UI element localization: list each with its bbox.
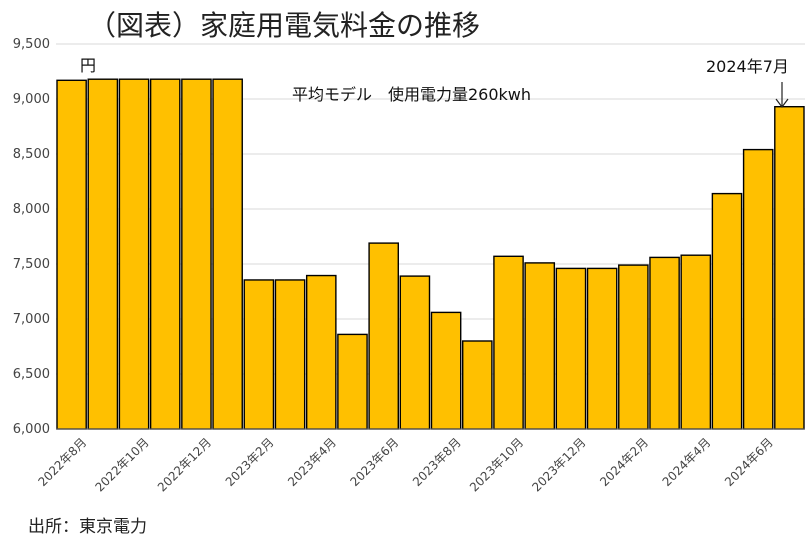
y-tick-label: 7,000 bbox=[13, 312, 50, 327]
bar bbox=[399, 275, 431, 430]
y-tick-label: 6,000 bbox=[13, 422, 50, 437]
bar bbox=[649, 256, 680, 430]
bar bbox=[87, 78, 119, 430]
y-tick-label: 9,000 bbox=[13, 92, 50, 107]
bar bbox=[555, 267, 587, 430]
bar bbox=[305, 274, 337, 430]
bar bbox=[368, 242, 399, 430]
y-axis-ticks: 6,000 6,500 7,000 7,500 8,000 8,500 9,000 9,500 bbox=[13, 37, 50, 437]
source-note: 出所：東京電力 bbox=[28, 517, 147, 537]
x-axis-ticks: 2022年8月 2022年10月 2022年12月 2023年2月 2023年4月 202… bbox=[35, 435, 775, 494]
bar bbox=[774, 105, 805, 430]
x-tick-label: 2023年12月 bbox=[529, 435, 588, 494]
bar bbox=[524, 262, 556, 430]
x-tick-label: 2023年6月 bbox=[348, 435, 402, 489]
bar bbox=[118, 78, 150, 430]
bar bbox=[430, 311, 462, 430]
unit-label: 円 bbox=[80, 56, 96, 75]
y-tick-label: 8,000 bbox=[13, 202, 50, 217]
x-tick-label: 2023年4月 bbox=[285, 435, 339, 489]
bar bbox=[680, 254, 712, 430]
x-tick-label: 2022年12月 bbox=[155, 435, 214, 494]
x-tick-label: 2024年6月 bbox=[722, 435, 776, 489]
gridlines bbox=[56, 43, 805, 375]
bar bbox=[586, 267, 618, 430]
x-tick-label: 2022年8月 bbox=[35, 435, 89, 489]
x-tick-label: 2023年8月 bbox=[410, 435, 464, 489]
x-tick-label: 2024年4月 bbox=[660, 435, 714, 489]
latest-month-annotation: 2024年7月 bbox=[706, 57, 789, 76]
bar bbox=[337, 333, 368, 430]
chart-title: （図表）家庭用電気料金の推移 bbox=[88, 9, 481, 42]
x-tick-label: 2022年10月 bbox=[92, 435, 151, 494]
bars bbox=[56, 78, 805, 430]
bar bbox=[243, 279, 275, 430]
chart-subtitle: 平均モデル 使用電力量260kwh bbox=[292, 85, 531, 104]
annotation-arrow bbox=[775, 82, 789, 108]
bar bbox=[742, 148, 774, 430]
y-tick-label: 8,500 bbox=[13, 147, 50, 162]
y-tick-label: 6,500 bbox=[13, 367, 50, 382]
x-tick-label: 2024年2月 bbox=[597, 435, 651, 489]
bar bbox=[711, 192, 743, 430]
bar bbox=[462, 340, 493, 430]
bar bbox=[493, 255, 524, 430]
bar bbox=[618, 264, 649, 430]
bar bbox=[181, 78, 212, 430]
x-tick-label: 2023年10月 bbox=[467, 435, 526, 494]
bar bbox=[212, 78, 243, 430]
bar bbox=[274, 279, 306, 430]
x-tick-label: 2023年2月 bbox=[223, 435, 277, 489]
bar bbox=[149, 78, 181, 430]
y-tick-label: 7,500 bbox=[13, 257, 50, 272]
y-tick-label: 9,500 bbox=[13, 37, 50, 52]
bar bbox=[56, 79, 87, 430]
